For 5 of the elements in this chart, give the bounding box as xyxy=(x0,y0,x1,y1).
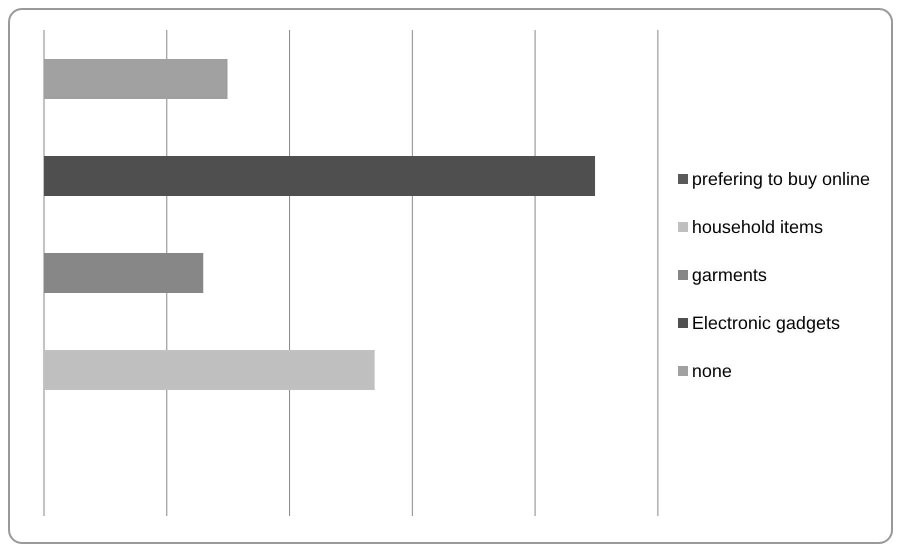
legend-label: garments xyxy=(692,264,767,286)
legend-label: none xyxy=(692,360,732,382)
legend-label: Electronic gadgets xyxy=(692,312,840,334)
legend-label: household items xyxy=(692,216,823,238)
legend-label: prefering to buy online xyxy=(692,168,870,190)
